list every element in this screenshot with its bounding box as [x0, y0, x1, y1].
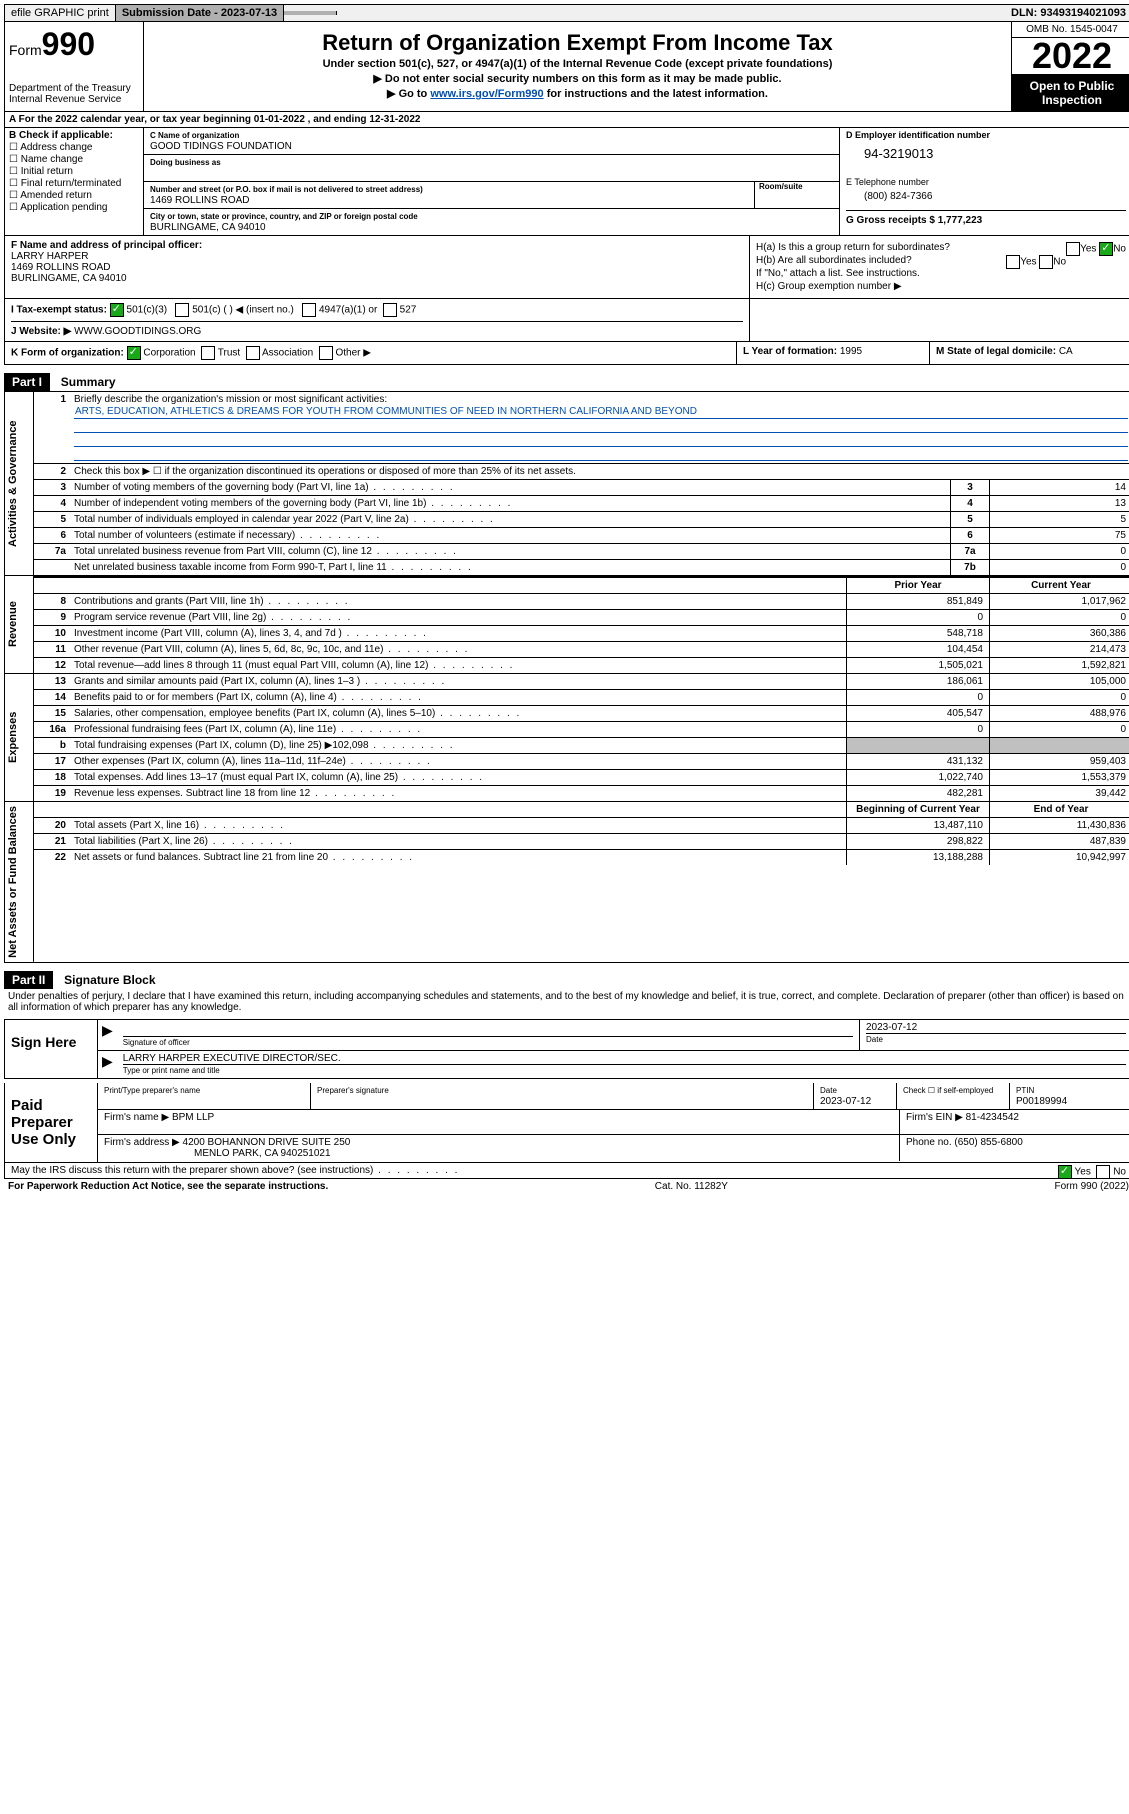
- table-row: bTotal fundraising expenses (Part IX, co…: [34, 738, 1129, 754]
- summary-netassets: Net Assets or Fund Balances Beginning of…: [4, 802, 1129, 963]
- table-row: 12Total revenue—add lines 8 through 11 (…: [34, 658, 1129, 673]
- submission-date-btn[interactable]: Submission Date - 2023-07-13: [116, 5, 284, 21]
- preparer-date: 2023-07-12: [820, 1096, 871, 1107]
- table-row: 11Other revenue (Part VIII, column (A), …: [34, 642, 1129, 658]
- firm-phone: (650) 855-6800: [954, 1137, 1022, 1148]
- firm-addr1: 4200 BOHANNON DRIVE SUITE 250: [183, 1137, 351, 1148]
- subtitle-1: Under section 501(c), 527, or 4947(a)(1)…: [150, 58, 1005, 70]
- col-b-checkboxes: B Check if applicable: ☐ Address change …: [5, 128, 144, 235]
- perjury-declaration: Under penalties of perjury, I declare th…: [4, 989, 1129, 1015]
- table-row: 13Grants and similar amounts paid (Part …: [34, 674, 1129, 690]
- chk-initial-return[interactable]: ☐ Initial return: [9, 166, 139, 177]
- table-row: 18Total expenses. Add lines 13–17 (must …: [34, 770, 1129, 786]
- inspection-label: Open to Public Inspection: [1012, 75, 1129, 111]
- part-1-header: Part I Summary: [4, 365, 1129, 391]
- info-grid: B Check if applicable: ☐ Address change …: [4, 128, 1129, 236]
- chk-amended-return[interactable]: ☐ Amended return: [9, 190, 139, 201]
- year-formation: 1995: [840, 346, 862, 357]
- state-domicile: CA: [1059, 346, 1073, 357]
- chk-address-change[interactable]: ☐ Address change: [9, 142, 139, 153]
- col-c-org-info: C Name of organization GOOD TIDINGS FOUN…: [144, 128, 840, 235]
- form-header: Form990 Department of the Treasury Inter…: [4, 22, 1129, 112]
- table-row: 14Benefits paid to or for members (Part …: [34, 690, 1129, 706]
- firm-addr2: MENLO PARK, CA 940251021: [194, 1148, 331, 1159]
- table-row: Net unrelated business taxable income fr…: [34, 560, 1129, 575]
- form-number: 990: [42, 26, 95, 62]
- mission-text: ARTS, EDUCATION, ATHLETICS & DREAMS FOR …: [74, 405, 1128, 419]
- dln-label: DLN: 93493194021093: [1005, 5, 1129, 21]
- row-k-l-m: K Form of organization: Corporation Trus…: [4, 342, 1129, 365]
- table-row: 4Number of independent voting members of…: [34, 496, 1129, 512]
- table-row: 7aTotal unrelated business revenue from …: [34, 544, 1129, 560]
- summary-expenses: Expenses 13Grants and similar amounts pa…: [4, 674, 1129, 802]
- table-row: 16aProfessional fundraising fees (Part I…: [34, 722, 1129, 738]
- chk-final-return[interactable]: ☐ Final return/terminated: [9, 178, 139, 189]
- gross-receipts: G Gross receipts $ 1,777,223: [846, 210, 1126, 226]
- blank-btn[interactable]: [284, 11, 337, 15]
- sign-here-block: Sign Here ▶ Signature of officer 2023-07…: [4, 1019, 1129, 1079]
- table-row: 20Total assets (Part X, line 16) 13,487,…: [34, 818, 1129, 834]
- col-d-ein-tel: D Employer identification number 94-3219…: [840, 128, 1129, 235]
- street-address: 1469 ROLLINS ROAD: [150, 195, 250, 206]
- form-title: Return of Organization Exempt From Incom…: [150, 30, 1005, 56]
- section-f-h: F Name and address of principal officer:…: [4, 236, 1129, 299]
- table-row: 9Program service revenue (Part VIII, lin…: [34, 610, 1129, 626]
- table-row: 10Investment income (Part VIII, column (…: [34, 626, 1129, 642]
- table-row: 21Total liabilities (Part X, line 26) 29…: [34, 834, 1129, 850]
- subtitle-3: ▶ Go to www.irs.gov/Form990 for instruct…: [150, 87, 1005, 100]
- ptin: P00189994: [1016, 1096, 1067, 1107]
- tax-year: 2022: [1012, 38, 1129, 75]
- sign-date: 2023-07-12: [866, 1022, 1126, 1034]
- form-label: Form990: [9, 26, 139, 63]
- row-a-period: A For the 2022 calendar year, or tax yea…: [4, 112, 1129, 128]
- summary-governance: Activities & Governance 1 Briefly descri…: [4, 391, 1129, 576]
- irs-discuss-row: May the IRS discuss this return with the…: [4, 1163, 1129, 1179]
- table-row: 19Revenue less expenses. Subtract line 1…: [34, 786, 1129, 801]
- row-i-j: I Tax-exempt status: 501(c)(3) 501(c) ( …: [4, 299, 1129, 342]
- paid-preparer-block: Paid Preparer Use Only Print/Type prepar…: [4, 1083, 1129, 1163]
- chk-name-change[interactable]: ☐ Name change: [9, 154, 139, 165]
- telephone: (800) 824-7366: [864, 191, 1126, 202]
- ein: 94-3219013: [864, 146, 1126, 161]
- part-2-header: Part II Signature Block: [4, 963, 1129, 989]
- page-footer: For Paperwork Reduction Act Notice, see …: [4, 1179, 1129, 1194]
- city-state-zip: BURLINGAME, CA 94010: [150, 222, 266, 233]
- table-row: 6Total number of volunteers (estimate if…: [34, 528, 1129, 544]
- efile-label: efile GRAPHIC print: [5, 5, 116, 21]
- firm-name: BPM LLP: [172, 1112, 214, 1123]
- table-row: 17Other expenses (Part IX, column (A), l…: [34, 754, 1129, 770]
- table-row: 15Salaries, other compensation, employee…: [34, 706, 1129, 722]
- table-row: 5Total number of individuals employed in…: [34, 512, 1129, 528]
- chk-application-pending[interactable]: ☐ Application pending: [9, 202, 139, 213]
- irs-link[interactable]: www.irs.gov/Form990: [430, 88, 543, 100]
- officer-signature-name: LARRY HARPER EXECUTIVE DIRECTOR/SEC.: [123, 1053, 1126, 1065]
- officer-name: LARRY HARPER: [11, 251, 88, 262]
- table-row: 22Net assets or fund balances. Subtract …: [34, 850, 1129, 865]
- topbar: efile GRAPHIC print Submission Date - 20…: [4, 4, 1129, 22]
- subtitle-2: ▶ Do not enter social security numbers o…: [150, 72, 1005, 85]
- dept-label: Department of the Treasury Internal Reve…: [9, 83, 139, 105]
- table-row: 8Contributions and grants (Part VIII, li…: [34, 594, 1129, 610]
- table-row: 3Number of voting members of the governi…: [34, 480, 1129, 496]
- firm-ein: 81-4234542: [966, 1112, 1019, 1123]
- summary-revenue: Revenue Prior YearCurrent Year 8Contribu…: [4, 576, 1129, 674]
- website: WWW.GOODTIDINGS.ORG: [74, 326, 201, 337]
- org-name: GOOD TIDINGS FOUNDATION: [150, 141, 292, 152]
